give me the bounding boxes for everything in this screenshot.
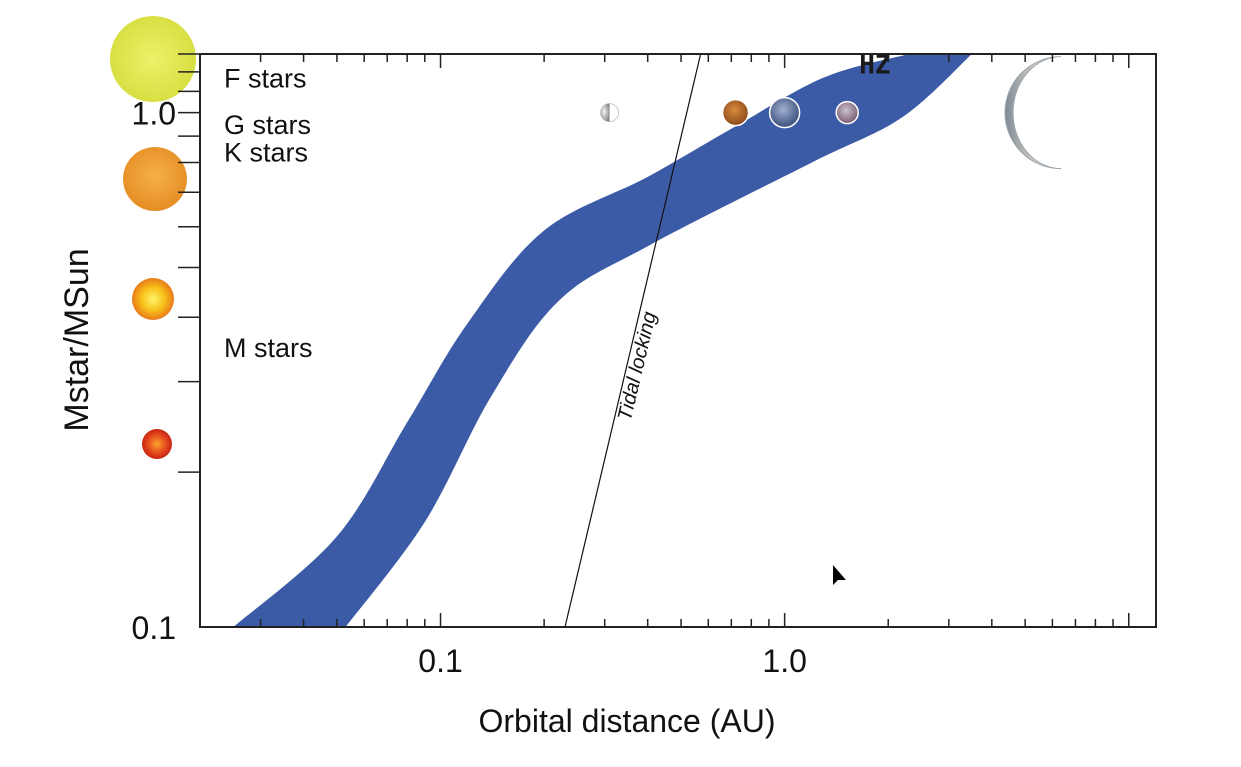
x-axis-tick-labels: 0.1 1.0 bbox=[418, 643, 807, 679]
habitable-zone-band bbox=[233, 54, 972, 627]
plot-frame bbox=[199, 53, 1157, 628]
f-star-icon bbox=[110, 16, 196, 102]
hz-label: HZ bbox=[859, 50, 890, 80]
y-axis-ticks bbox=[178, 53, 200, 473]
jupiter-crescent bbox=[1004, 56, 1062, 170]
k-star-icon bbox=[132, 278, 174, 320]
mars-icon bbox=[835, 100, 859, 125]
y-axis-title: Mstar/MSun bbox=[58, 248, 96, 431]
x-tick-label: 1.0 bbox=[762, 643, 806, 679]
tidal-locking-label: Tidal locking bbox=[614, 310, 661, 423]
g-star-icon bbox=[123, 147, 187, 211]
x-tick-label: 0.1 bbox=[418, 643, 462, 679]
y-axis-tick-labels: 0.1 1.0 bbox=[132, 96, 176, 646]
mercury-icon bbox=[600, 103, 620, 123]
spectral-class-label: G stars bbox=[224, 110, 311, 140]
m-star-icon bbox=[142, 429, 172, 459]
mouse-pointer-icon bbox=[833, 565, 846, 585]
earth-icon bbox=[768, 96, 801, 129]
spectral-class-label: K stars bbox=[224, 138, 308, 168]
x-axis-ticks bbox=[199, 54, 1130, 627]
y-tick-label: 1.0 bbox=[132, 96, 176, 132]
solar-system-planets bbox=[600, 56, 1062, 170]
tidal-locking-line bbox=[564, 53, 702, 628]
x-axis-title: Orbital distance (AU) bbox=[479, 703, 776, 739]
jupiter-icon bbox=[1004, 56, 1062, 170]
y-tick-label: 0.1 bbox=[132, 610, 176, 646]
spectral-class-label: F stars bbox=[224, 64, 307, 94]
spectral-class-label: M stars bbox=[224, 333, 313, 363]
star-icons bbox=[110, 16, 196, 459]
mercury-phase bbox=[600, 103, 610, 122]
venus-icon bbox=[721, 98, 750, 127]
